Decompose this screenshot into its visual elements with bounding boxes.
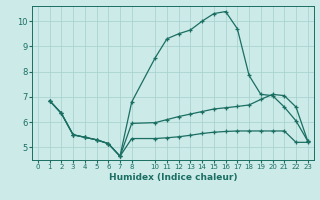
X-axis label: Humidex (Indice chaleur): Humidex (Indice chaleur) — [108, 173, 237, 182]
